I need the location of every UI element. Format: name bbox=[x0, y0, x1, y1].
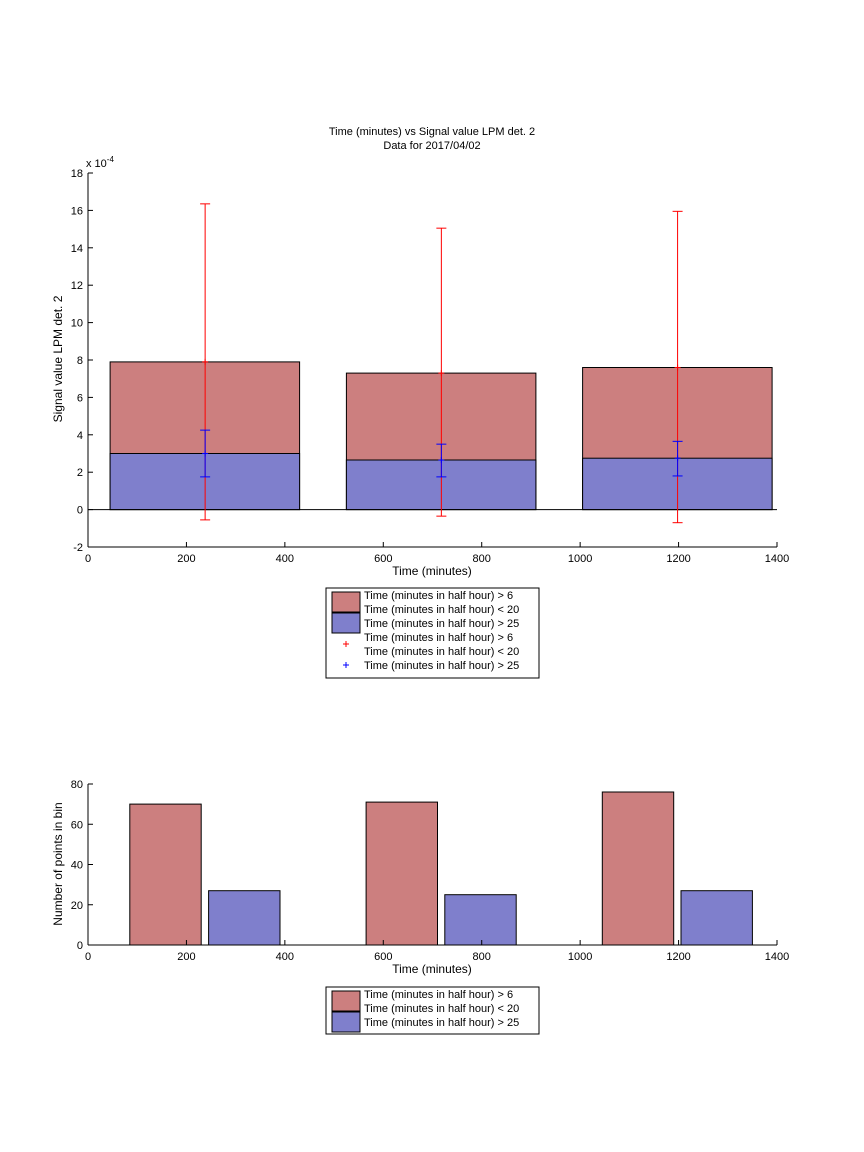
x-tick-label: 0 bbox=[85, 553, 91, 565]
y-tick-label: 0 bbox=[77, 505, 83, 517]
y-tick-label: 40 bbox=[71, 860, 83, 872]
y-tick-label: 20 bbox=[71, 900, 83, 912]
count-chart: Time (minutes) Number of points in bin 0… bbox=[51, 779, 789, 1035]
y-tick-label: 4 bbox=[77, 430, 83, 442]
x-tick-label: 1400 bbox=[765, 553, 789, 565]
bar-2 bbox=[365, 801, 439, 946]
bar-5 bbox=[680, 890, 753, 946]
x-tick-label: 1000 bbox=[568, 553, 592, 565]
legend: Time (minutes in half hour) > 6 Time (min… bbox=[325, 986, 540, 1035]
x-tick-label: 600 bbox=[374, 553, 392, 565]
legend-entry-1: Time (minutes in half hour) > 25 bbox=[331, 612, 519, 634]
legend: Time (minutes in half hour) > 6 Time (min… bbox=[325, 587, 540, 679]
y-tick-label: 16 bbox=[71, 205, 83, 217]
plot-area: 0 200 400 600 800 1000 1200 1400 0 20 40 60 80 bbox=[71, 779, 789, 963]
y-tick-label: 18 bbox=[71, 168, 83, 180]
legend-swatch bbox=[331, 591, 361, 613]
legend-box bbox=[325, 986, 540, 1035]
chart-subtitle: Data for 2017/04/02 bbox=[383, 140, 480, 152]
x-tick-label: 200 bbox=[177, 553, 195, 565]
x-tick-label: 1200 bbox=[666, 951, 690, 963]
errorbar-4 bbox=[436, 443, 447, 478]
legend-label: Time (minutes in half hour) < 20 bbox=[364, 646, 519, 658]
y-tick-label: 80 bbox=[71, 779, 83, 791]
legend-label: Time (minutes in half hour) > 25 bbox=[364, 1017, 519, 1029]
legend-label: Time (minutes in half hour) > 6 bbox=[364, 632, 513, 644]
errorbar-3 bbox=[200, 429, 211, 478]
y-tick-label: 6 bbox=[77, 392, 83, 404]
x-tick-label: 800 bbox=[473, 553, 491, 565]
bar-0 bbox=[129, 803, 202, 946]
x-axis-label: Time (minutes) bbox=[392, 564, 472, 578]
y-scale-exponent: -4 bbox=[107, 155, 115, 164]
bar-3 bbox=[444, 894, 517, 946]
y-tick-label: 12 bbox=[71, 280, 83, 292]
x-tick-label: 800 bbox=[473, 951, 491, 963]
legend-entry-1: Time (minutes in half hour) > 25 bbox=[331, 1011, 519, 1033]
x-tick-label: 0 bbox=[85, 951, 91, 963]
x-tick-label: 400 bbox=[276, 951, 294, 963]
x-tick-label: 1000 bbox=[568, 951, 592, 963]
legend-label: Time (minutes in half hour) > 25 bbox=[364, 660, 519, 672]
signal-chart: Time (minutes) vs Signal value LPM det. … bbox=[51, 126, 789, 679]
chart-title: Time (minutes) vs Signal value LPM det. … bbox=[329, 126, 535, 138]
legend-box bbox=[325, 587, 540, 679]
legend-label: Time (minutes in half hour) < 20 bbox=[364, 604, 519, 616]
y-tick-label: 2 bbox=[77, 467, 83, 479]
x-tick-label: 1400 bbox=[765, 951, 789, 963]
legend-label: Time (minutes in half hour) < 20 bbox=[364, 1003, 519, 1015]
x-tick-label: 400 bbox=[276, 553, 294, 565]
legend-swatch bbox=[331, 1011, 361, 1033]
y-tick-label: 60 bbox=[71, 819, 83, 831]
y-tick-label: 8 bbox=[77, 355, 83, 367]
y-tick-label: -2 bbox=[73, 542, 83, 554]
x-tick-label: 1200 bbox=[666, 553, 690, 565]
legend-entry-0: Time (minutes in half hour) > 6 Time (min… bbox=[331, 989, 519, 1015]
legend-entry-0: Time (minutes in half hour) > 6 Time (min… bbox=[331, 590, 519, 616]
y-tick-label: 14 bbox=[71, 243, 83, 255]
errorbar-5 bbox=[672, 440, 683, 477]
x-tick-label: 600 bbox=[374, 951, 392, 963]
y-scale-base: x 10 bbox=[86, 158, 107, 170]
legend-entry-2: Time (minutes in half hour) > 6 Time (min… bbox=[343, 632, 519, 658]
bar-1 bbox=[208, 890, 281, 946]
y-scale-factor: x 10-4 bbox=[86, 155, 114, 170]
y-tick-label: 10 bbox=[71, 318, 83, 330]
legend-label: Time (minutes in half hour) > 6 bbox=[364, 590, 513, 602]
y-axis-label: Signal value LPM det. 2 bbox=[51, 295, 65, 422]
legend-swatch bbox=[331, 990, 361, 1012]
plot-area: 0 200 400 600 800 1000 1200 1400-20246810121416… bbox=[71, 168, 789, 565]
y-axis-label: Number of points in bin bbox=[51, 802, 65, 925]
bar-4 bbox=[601, 791, 675, 946]
legend-label: Time (minutes in half hour) > 6 bbox=[364, 989, 513, 1001]
x-axis-label: Time (minutes) bbox=[392, 962, 472, 976]
legend-swatch bbox=[331, 612, 361, 634]
x-tick-label: 200 bbox=[177, 951, 195, 963]
legend-label: Time (minutes in half hour) > 25 bbox=[364, 618, 519, 630]
legend-entry-3: Time (minutes in half hour) > 25 bbox=[343, 660, 519, 672]
y-tick-label: 0 bbox=[77, 940, 83, 952]
